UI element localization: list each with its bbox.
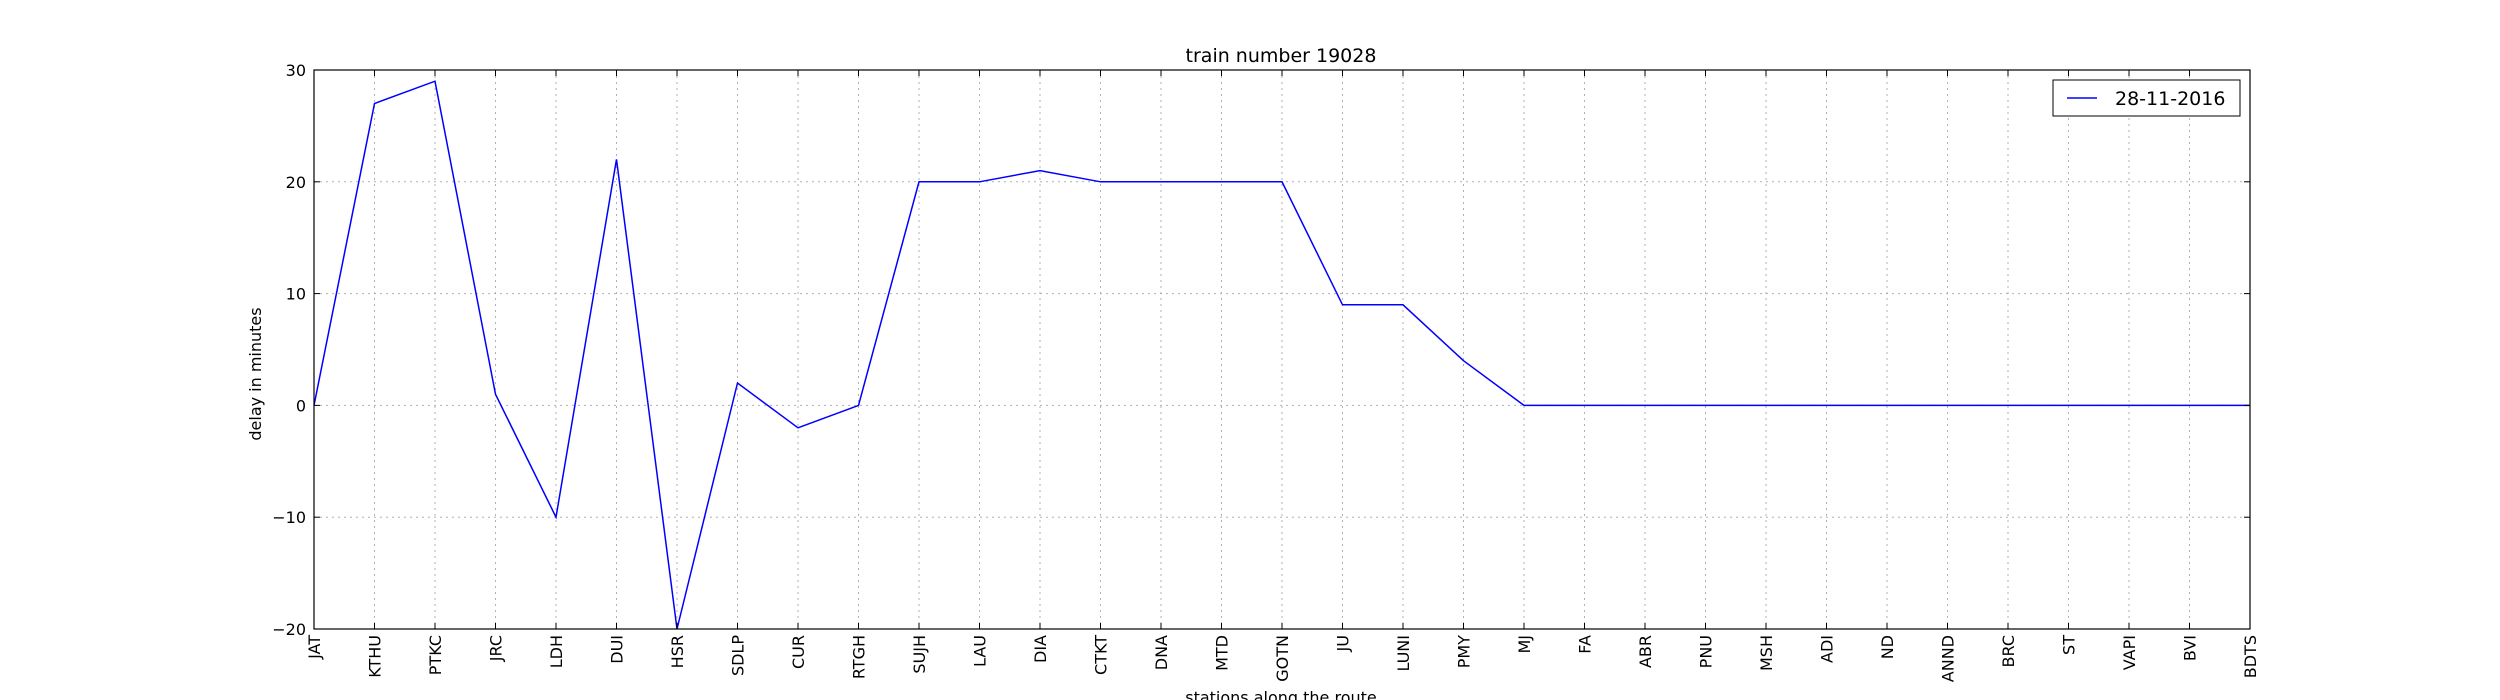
x-tick-label: DIA bbox=[1031, 635, 1050, 663]
x-tick-label: CTKT bbox=[1092, 635, 1111, 675]
x-tick-label: HSR bbox=[668, 635, 687, 668]
x-tick-label: LDH bbox=[547, 635, 566, 668]
legend-label: 28-11-2016 bbox=[2115, 88, 2225, 110]
chart-title: train number 19028 bbox=[1186, 45, 1377, 67]
x-tick-label: LUNI bbox=[1394, 635, 1413, 672]
y-tick-label: −20 bbox=[272, 620, 306, 639]
legend: 28-11-2016 bbox=[2052, 79, 2241, 117]
x-tick-label: CUR bbox=[789, 635, 808, 669]
x-tick-label: ND bbox=[1878, 635, 1897, 659]
x-tick-label: LAU bbox=[971, 635, 990, 667]
y-tick-label: −10 bbox=[272, 508, 306, 527]
x-tick-label: BVI bbox=[2181, 635, 2200, 661]
y-tick-label: 0 bbox=[296, 396, 306, 415]
x-tick-label: BRC bbox=[1999, 635, 2018, 667]
x-tick-label: FA bbox=[1576, 635, 1595, 654]
y-axis-label: delay in minutes bbox=[246, 307, 265, 440]
y-tick-label: 10 bbox=[286, 285, 306, 304]
x-tick-label: ST bbox=[2060, 635, 2079, 655]
x-tick-label: ABR bbox=[1636, 635, 1655, 668]
x-tick-label: PNU bbox=[1697, 635, 1716, 668]
x-tick-label: KTHU bbox=[366, 635, 385, 678]
x-tick-label: RTGH bbox=[850, 635, 869, 679]
x-tick-label: VAPI bbox=[2120, 635, 2139, 670]
x-tick-label: JAT bbox=[305, 635, 324, 660]
x-tick-label: JU bbox=[1334, 635, 1353, 652]
y-tick-label: 30 bbox=[286, 61, 306, 80]
x-tick-label: ANND bbox=[1939, 635, 1958, 682]
x-tick-label: GOTN bbox=[1273, 635, 1292, 682]
x-tick-label: MSH bbox=[1757, 635, 1776, 671]
x-tick-label: MTD bbox=[1213, 635, 1232, 671]
y-tick-label: 20 bbox=[286, 173, 306, 192]
x-axis-label: stations along the route bbox=[1185, 688, 1377, 700]
x-tick-label: SDLP bbox=[729, 635, 748, 676]
x-tick-label: BDTS bbox=[2241, 635, 2260, 678]
x-tick-label: DUI bbox=[608, 635, 627, 664]
x-tick-label: SUJH bbox=[910, 635, 929, 674]
x-tick-label: JRC bbox=[487, 635, 506, 662]
x-tick-label: PTKC bbox=[426, 635, 445, 675]
series-line bbox=[313, 80, 2250, 630]
x-tick-label: ADI bbox=[1818, 635, 1837, 663]
x-tick-label: MJ bbox=[1515, 635, 1534, 654]
x-tick-label: PMY bbox=[1455, 635, 1474, 668]
x-tick-label: DNA bbox=[1152, 635, 1171, 670]
